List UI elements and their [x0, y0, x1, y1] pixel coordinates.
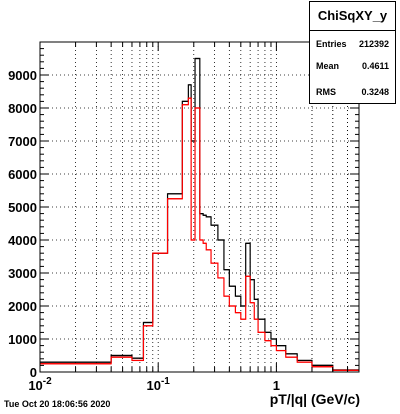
y-tick-label: 5000 — [8, 200, 37, 215]
x-tick-label: 10-2 — [28, 376, 52, 393]
stats-entries-label: Entries — [316, 39, 347, 49]
tick-labels: 0 1000 2000 3000 4000 5000 6000 7000 8000 9000 10-… — [8, 68, 280, 393]
stats-title: ChiSqXY_y — [310, 2, 395, 31]
y-tick-label: 0 — [30, 365, 37, 380]
y-tick-label: 7000 — [8, 134, 37, 149]
y-tick-label: 2000 — [8, 299, 37, 314]
stats-box: ChiSqXY_y Entries 212392 Mean 0.4611 RMS… — [309, 1, 396, 104]
y-tick-label: 3000 — [8, 266, 37, 281]
histogram-series — [40, 57, 359, 371]
stats-entries-value: 212392 — [358, 39, 389, 49]
stats-rms-value: 0.3248 — [361, 87, 389, 97]
x-axis-title: pT/|q| (GeV/c) — [270, 391, 360, 407]
stats-rms-label: RMS — [316, 87, 336, 97]
stats-entries-row: Entries 212392 — [316, 34, 389, 54]
x-tick-label: 10-1 — [147, 376, 171, 393]
y-tick-label: 9000 — [8, 68, 37, 83]
y-tick-label: 1000 — [8, 332, 37, 347]
y-tick-label: 4000 — [8, 233, 37, 248]
stats-mean-row: Mean 0.4611 — [316, 56, 389, 76]
histogram-series-2 — [40, 97, 359, 371]
stats-mean-label: Mean — [316, 61, 340, 71]
datestamp: Tue Oct 20 18:06:56 2020 — [4, 399, 111, 409]
y-tick-label: 8000 — [8, 101, 37, 116]
y-tick-label: 6000 — [8, 167, 37, 182]
x-tick-label: 1 — [273, 378, 280, 393]
stats-rms-row: RMS 0.3248 — [316, 82, 389, 102]
stats-mean-value: 0.4611 — [361, 61, 389, 71]
